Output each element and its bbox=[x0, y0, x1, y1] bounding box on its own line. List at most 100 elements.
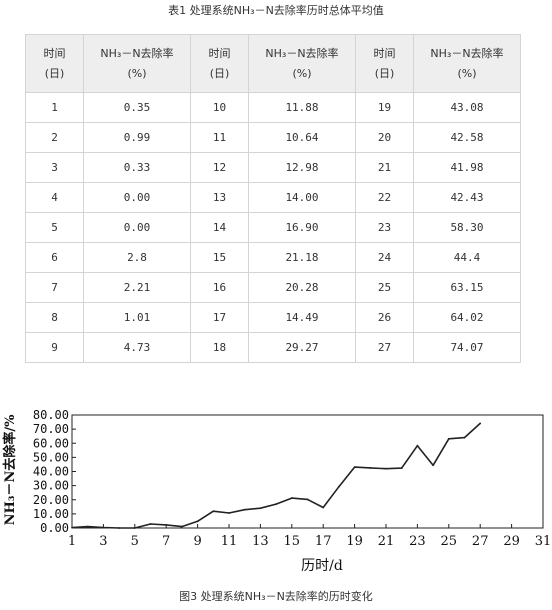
rate-cell: 14.49 bbox=[248, 302, 356, 333]
day-cell: 12 bbox=[190, 152, 249, 183]
rate-cell: 58.30 bbox=[413, 212, 521, 243]
day-cell: 17 bbox=[190, 302, 249, 333]
day-header-unit: (日) bbox=[209, 66, 230, 80]
rate-cell: 20.28 bbox=[248, 272, 356, 303]
day-cell: 5 bbox=[25, 212, 84, 243]
y-axis-label: NH₃－N去除率/% bbox=[2, 414, 18, 525]
x-tick-label: 7 bbox=[162, 534, 170, 549]
day-cell: 21 bbox=[355, 152, 414, 183]
rate-cell: 2.8 bbox=[83, 242, 191, 273]
day-cell: 26 bbox=[355, 302, 414, 333]
table-row: 5 0.00 14 16.90 23 58.30 bbox=[25, 212, 521, 243]
day-header-unit: (日) bbox=[44, 66, 65, 80]
data-point bbox=[212, 510, 215, 513]
rate-cell: 16.90 bbox=[248, 212, 356, 243]
data-point bbox=[149, 523, 152, 525]
rate-cell: 74.07 bbox=[413, 332, 521, 363]
rate-cell: 1.01 bbox=[83, 302, 191, 333]
table-title: 表1 处理系统NH₃－N去除率历时总体平均值 bbox=[168, 4, 384, 17]
y-axis-label-group: NH₃－N去除率/% bbox=[2, 414, 18, 525]
data-point bbox=[353, 466, 356, 469]
day-cell: 11 bbox=[190, 122, 249, 153]
day-header-label: 时间 bbox=[43, 46, 66, 60]
rate-cell: 44.4 bbox=[413, 242, 521, 273]
y-tick-label: 70.00 bbox=[33, 422, 69, 436]
data-point bbox=[322, 506, 325, 509]
x-tick-label: 3 bbox=[99, 534, 107, 549]
table-row: 2 0.99 11 10.64 20 42.58 bbox=[25, 122, 521, 153]
rate-cell: 12.98 bbox=[248, 152, 356, 183]
data-point bbox=[275, 503, 277, 506]
table-row: 8 1.01 17 14.49 26 64.02 bbox=[25, 302, 521, 333]
rate-header-label: NH₃－N去除率 bbox=[100, 46, 174, 60]
x-tick-label: 23 bbox=[409, 534, 426, 549]
data-point bbox=[102, 526, 105, 529]
x-tick-label: 21 bbox=[378, 534, 395, 549]
x-tick-label: 9 bbox=[193, 534, 201, 549]
day-cell: 8 bbox=[25, 302, 84, 333]
chart-container: NH₃－N去除率/% 历时/d 0.00 10.00 20.00 30.00 40.00… bbox=[0, 400, 552, 580]
table-row: 1 0.35 10 11.88 19 43.08 bbox=[25, 92, 521, 123]
table-row: 4 0.00 13 14.00 22 42.43 bbox=[25, 182, 521, 213]
day-cell: 7 bbox=[25, 272, 84, 303]
rate-cell: 42.43 bbox=[413, 182, 521, 213]
y-tick-label: 20.00 bbox=[33, 493, 69, 507]
y-tick-label: 80.00 bbox=[33, 408, 69, 422]
x-tick-label: 25 bbox=[441, 534, 458, 549]
rate-cell: 43.08 bbox=[413, 92, 521, 123]
rate-cell: 2.21 bbox=[83, 272, 191, 303]
data-point bbox=[118, 527, 120, 529]
data-point bbox=[416, 444, 419, 447]
day-cell: 18 bbox=[190, 332, 249, 363]
day-header-unit: (日) bbox=[374, 66, 395, 80]
data-point bbox=[479, 422, 482, 425]
rate-header: NH₃－N去除率 (%) bbox=[83, 34, 191, 93]
rate-cell: 21.18 bbox=[248, 242, 356, 273]
table-row: 9 4.73 18 29.27 27 74.07 bbox=[25, 332, 521, 363]
data-point bbox=[196, 520, 199, 523]
rate-cell: 41.98 bbox=[413, 152, 521, 183]
data-point bbox=[385, 467, 387, 470]
day-header-label: 时间 bbox=[373, 46, 396, 60]
rate-header: NH₃－N去除率 (%) bbox=[248, 34, 356, 93]
table-row: 6 2.8 15 21.18 24 44.4 bbox=[25, 242, 521, 273]
rate-cell: 42.58 bbox=[413, 122, 521, 153]
rate-cell: 4.73 bbox=[83, 332, 191, 363]
series-line bbox=[71, 422, 481, 529]
rate-cell: 10.64 bbox=[248, 122, 356, 153]
data-point bbox=[259, 507, 262, 510]
data-point bbox=[400, 467, 403, 469]
data-point bbox=[338, 485, 340, 488]
day-cell: 22 bbox=[355, 182, 414, 213]
rate-header: NH₃－N去除率 (%) bbox=[413, 34, 521, 93]
rate-cell: 0.35 bbox=[83, 92, 191, 123]
x-tick-label: 17 bbox=[315, 534, 332, 549]
data-point bbox=[306, 498, 309, 501]
day-cell: 14 bbox=[190, 212, 249, 243]
rate-cell: 14.00 bbox=[248, 182, 356, 213]
data-point bbox=[71, 526, 73, 529]
data-point bbox=[165, 523, 168, 526]
x-tick-label: 19 bbox=[346, 534, 363, 549]
day-header: 时间 (日) bbox=[355, 34, 414, 93]
y-tick-label: 30.00 bbox=[33, 479, 69, 493]
y-tick-label: 10.00 bbox=[33, 507, 69, 521]
data-point bbox=[369, 466, 372, 469]
day-cell: 9 bbox=[25, 332, 84, 363]
day-header: 时间 (日) bbox=[190, 34, 249, 93]
data-point bbox=[290, 497, 293, 499]
day-cell: 1 bbox=[25, 92, 84, 123]
x-tick-label: 1 bbox=[68, 534, 76, 549]
rate-cell: 0.33 bbox=[83, 152, 191, 183]
rate-header-label: NH₃－N去除率 bbox=[265, 46, 339, 60]
data-table: 时间 (日) NH₃－N去除率 (%) 时间 (日) NH₃－N去除率 (%) 时间 (日… bbox=[25, 34, 521, 363]
rate-header-unit: (%) bbox=[292, 66, 312, 80]
day-cell: 16 bbox=[190, 272, 249, 303]
table-row: 7 2.21 16 20.28 25 63.15 bbox=[25, 272, 521, 303]
day-cell: 3 bbox=[25, 152, 84, 183]
rate-cell: 63.15 bbox=[413, 272, 521, 303]
data-point bbox=[133, 527, 136, 529]
data-point bbox=[243, 508, 246, 511]
table-header-row: 时间 (日) NH₃－N去除率 (%) 时间 (日) NH₃－N去除率 (%) 时间 (日… bbox=[25, 34, 521, 93]
day-cell: 19 bbox=[355, 92, 414, 123]
